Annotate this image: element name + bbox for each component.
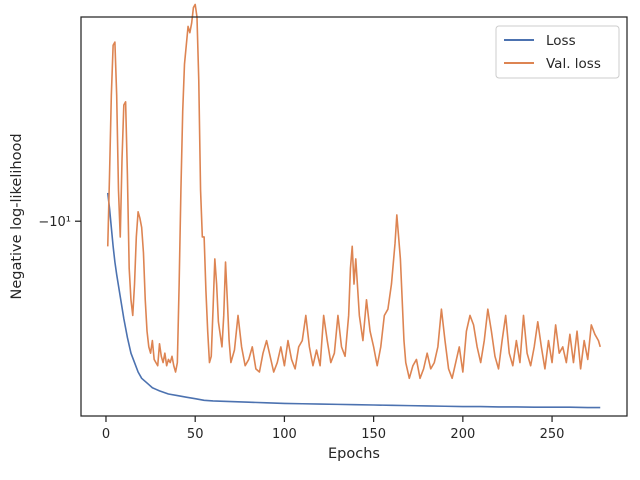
y-tick-label: −10¹ bbox=[38, 215, 71, 230]
plot-area bbox=[106, 3, 602, 409]
y-axis-label: Negative log-likelihood bbox=[9, 133, 25, 299]
series-line-loss bbox=[106, 192, 601, 409]
x-axis-label: Epochs bbox=[328, 446, 380, 462]
x-axis: 0 50 100 150 200 250 bbox=[102, 416, 565, 442]
x-tick-label: 250 bbox=[540, 427, 565, 442]
plot-frame bbox=[80, 16, 628, 417]
series-line-val-loss bbox=[106, 3, 602, 380]
x-tick-label: 150 bbox=[361, 427, 386, 442]
x-tick-label: 0 bbox=[102, 427, 110, 442]
legend: Loss Val. loss bbox=[495, 25, 620, 79]
x-tick-label: 50 bbox=[187, 427, 204, 442]
x-tick-label: 200 bbox=[450, 427, 475, 442]
legend-label-loss: Loss bbox=[546, 33, 576, 49]
y-axis: −10¹ bbox=[38, 215, 81, 230]
legend-label-val-loss: Val. loss bbox=[546, 56, 601, 72]
x-tick-label: 100 bbox=[272, 427, 297, 442]
